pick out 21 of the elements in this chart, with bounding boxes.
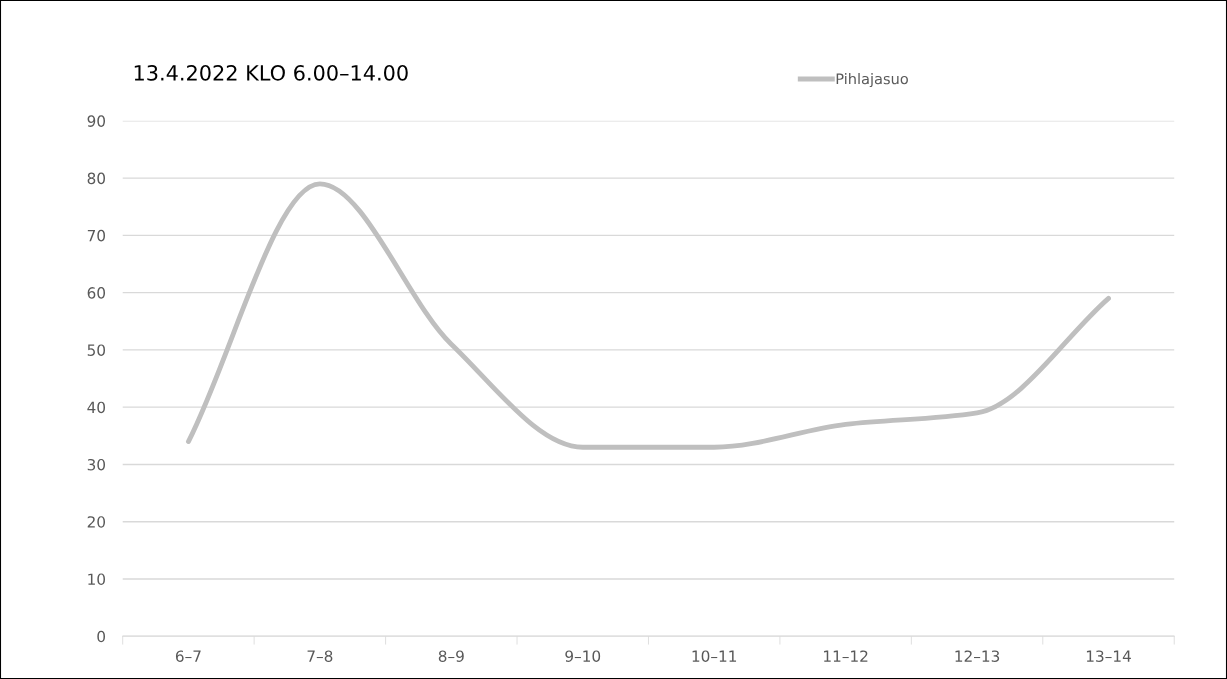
x-tick-label: 7–8 — [307, 650, 333, 662]
y-tick-label: 80 — [87, 172, 106, 185]
x-tick-label: 10–11 — [692, 650, 737, 662]
y-tick-label: 60 — [87, 287, 106, 299]
y-tick-label: 20 — [87, 516, 106, 528]
line-series — [185, 181, 1111, 450]
x-tick-label: 8–9 — [438, 650, 464, 662]
y-tick-label: 50 — [87, 344, 106, 356]
y-tick-label: 30 — [87, 458, 106, 471]
y-tick-label: 0 — [97, 630, 106, 643]
y-tick-label: 10 — [88, 573, 106, 585]
y-tick-label: 70 — [87, 229, 106, 242]
y-tick-label: 90 — [87, 115, 106, 127]
x-tick-label: 11–12 — [824, 650, 868, 662]
y-tick-label: 40 — [87, 401, 106, 414]
x-tick-label: 6–7 — [175, 650, 201, 662]
chart-title: 13.4.2022 KLO 6.00–14.00 — [134, 64, 408, 81]
x-tick-label: 9–10 — [565, 650, 601, 662]
x-tick-label: 13–14 — [1086, 650, 1131, 662]
legend-label: Pihlajasuo — [836, 73, 908, 88]
x-tick-label: 12–13 — [955, 650, 1000, 662]
